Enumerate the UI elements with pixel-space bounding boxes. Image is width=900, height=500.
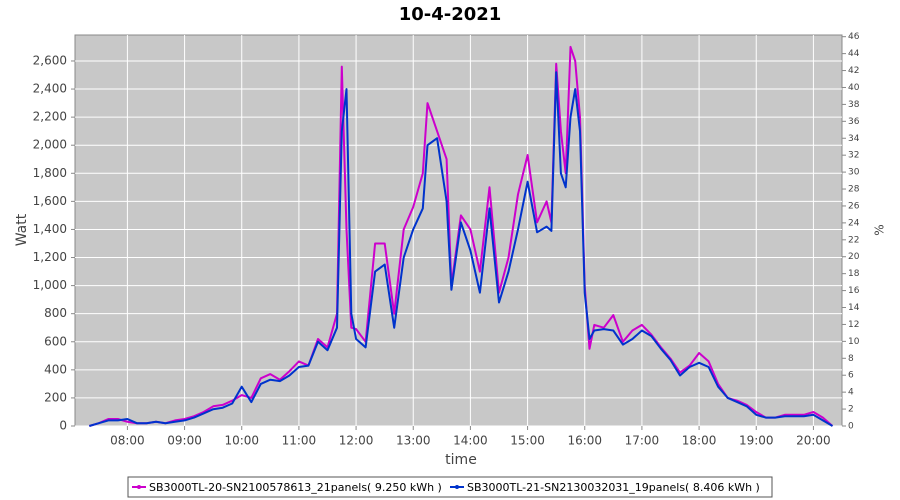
x-tick-label: 14:00 bbox=[453, 434, 488, 448]
y-tick-label: 1,200 bbox=[33, 250, 67, 264]
y-tick-label: 800 bbox=[44, 306, 67, 320]
x-tick-label: 10:00 bbox=[224, 434, 259, 448]
y-tick-label: 1,800 bbox=[33, 166, 67, 180]
y-tick-label: 1,600 bbox=[33, 194, 67, 208]
y2-tick-label: 8 bbox=[848, 354, 854, 364]
y2-tick-label: 16 bbox=[848, 286, 860, 296]
y2-tick-label: 0 bbox=[848, 422, 854, 432]
x-tick-label: 16:00 bbox=[567, 434, 602, 448]
y2-tick-label: 36 bbox=[848, 117, 860, 127]
y2-tick-label: 42 bbox=[848, 66, 859, 76]
y2-tick-label: 24 bbox=[848, 218, 860, 228]
y2-tick-label: 40 bbox=[848, 83, 860, 93]
chart-title: 10-4-2021 bbox=[399, 4, 502, 25]
y2-tick-label: 38 bbox=[848, 100, 860, 110]
y2-tick-label: 32 bbox=[848, 151, 859, 161]
y-tick-label: 0 bbox=[59, 419, 67, 433]
x-tick-label: 09:00 bbox=[167, 434, 202, 448]
y2-tick-label: 46 bbox=[848, 32, 860, 42]
x-tick-label: 20:00 bbox=[796, 434, 831, 448]
y2-axis-label: % bbox=[873, 224, 887, 235]
y2-tick-label: 14 bbox=[848, 303, 860, 313]
x-tick-label: 12:00 bbox=[339, 434, 374, 448]
y-tick-label: 2,200 bbox=[33, 110, 67, 124]
y2-tick-label: 34 bbox=[848, 134, 860, 144]
y2-tick-label: 18 bbox=[848, 269, 860, 279]
x-tick-label: 19:00 bbox=[739, 434, 774, 448]
y2-tick-label: 44 bbox=[848, 49, 860, 59]
legend-label: SB3000TL-20-SN2100578613_21panels( 9.250… bbox=[149, 481, 442, 494]
y-tick-label: 1,000 bbox=[33, 278, 67, 292]
x-tick-label: 08:00 bbox=[110, 434, 145, 448]
y2-tick-label: 26 bbox=[848, 201, 860, 211]
y2-tick-label: 30 bbox=[848, 168, 860, 178]
x-tick-label: 17:00 bbox=[625, 434, 660, 448]
y-tick-label: 2,000 bbox=[33, 138, 67, 152]
y2-tick-label: 22 bbox=[848, 235, 859, 245]
x-tick-label: 15:00 bbox=[510, 434, 545, 448]
x-tick-label: 13:00 bbox=[396, 434, 431, 448]
y-tick-label: 1,400 bbox=[33, 222, 67, 236]
y2-tick-label: 4 bbox=[848, 388, 854, 398]
series-line bbox=[89, 45, 834, 427]
x-tick-label: 18:00 bbox=[682, 434, 717, 448]
series-line bbox=[89, 71, 834, 427]
y2-tick-label: 20 bbox=[848, 252, 860, 262]
y-tick-label: 2,400 bbox=[33, 82, 67, 96]
legend-label: SB3000TL-21-SN2130032031_19panels( 8.406… bbox=[467, 481, 760, 494]
y2-tick-label: 10 bbox=[848, 337, 860, 347]
legend-swatch-dot bbox=[137, 485, 141, 489]
y2-tick-label: 12 bbox=[848, 320, 859, 330]
y-tick-label: 200 bbox=[44, 390, 67, 404]
y-tick-label: 2,600 bbox=[33, 53, 67, 67]
y2-tick-label: 6 bbox=[848, 371, 854, 381]
x-tick-label: 11:00 bbox=[282, 434, 317, 448]
y-tick-label: 600 bbox=[44, 334, 67, 348]
x-axis-label: time bbox=[445, 452, 477, 468]
y-tick-label: 400 bbox=[44, 362, 67, 376]
y-axis-label: Watt bbox=[14, 213, 30, 246]
legend-swatch-dot bbox=[455, 485, 459, 489]
y2-tick-label: 2 bbox=[848, 405, 854, 415]
y2-tick-label: 28 bbox=[848, 185, 860, 195]
